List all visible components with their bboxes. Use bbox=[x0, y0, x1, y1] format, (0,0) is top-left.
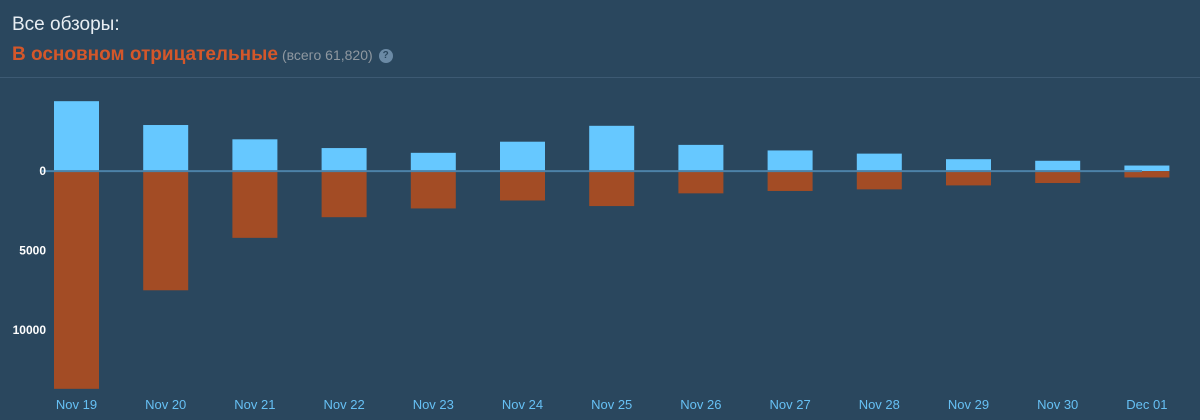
bar-negative-9[interactable] bbox=[856, 171, 902, 190]
x-tick-label: Nov 29 bbox=[948, 397, 989, 412]
y-tick-label: 0 bbox=[39, 164, 46, 178]
help-icon[interactable]: ? bbox=[378, 49, 393, 63]
x-tick-label: Nov 24 bbox=[502, 397, 543, 412]
reviews-heading: Все обзоры: bbox=[12, 14, 120, 35]
x-tick-label: Nov 26 bbox=[680, 397, 721, 412]
bar-negative-5[interactable] bbox=[500, 171, 545, 201]
y-tick-label: 10000 bbox=[13, 323, 47, 337]
total-reviews-count: (всего 61,820) bbox=[281, 47, 373, 63]
x-tick-label: Nov 23 bbox=[413, 397, 454, 412]
bar-positive-12[interactable] bbox=[1124, 165, 1170, 172]
x-tick-label: Dec 01 bbox=[1126, 397, 1167, 412]
overall-rating-label[interactable]: В основном отрицательные bbox=[12, 44, 278, 65]
y-tick-label: 5000 bbox=[19, 244, 46, 258]
bar-positive-3[interactable] bbox=[321, 148, 367, 172]
x-tick-label: Nov 21 bbox=[234, 397, 275, 412]
bar-negative-2[interactable] bbox=[232, 171, 278, 238]
bar-negative-1[interactable] bbox=[143, 171, 189, 291]
bar-negative-10[interactable] bbox=[946, 171, 991, 186]
y-axis: 0 5000 10000 bbox=[13, 164, 47, 337]
bar-negative-11[interactable] bbox=[1035, 171, 1081, 184]
bar-negative-12[interactable] bbox=[1124, 171, 1170, 178]
bar-negative-8[interactable] bbox=[767, 171, 813, 191]
review-summary: Все обзоры: В основном отрицательные (все… bbox=[12, 14, 393, 67]
bar-positive-6[interactable] bbox=[589, 125, 635, 172]
x-tick-label: Nov 27 bbox=[769, 397, 810, 412]
bar-positive-2[interactable] bbox=[232, 139, 278, 172]
header-divider bbox=[0, 77, 1200, 78]
bar-positive-5[interactable] bbox=[500, 141, 545, 172]
x-tick-label: Nov 20 bbox=[145, 397, 186, 412]
bar-negative-7[interactable] bbox=[678, 171, 724, 194]
x-tick-label: Nov 25 bbox=[591, 397, 632, 412]
x-axis: Nov 19 Nov 20 Nov 21 Nov 22 Nov 23 Nov 24 Nov … bbox=[56, 397, 1168, 412]
x-tick-label: Nov 19 bbox=[56, 397, 97, 412]
bar-positive-1[interactable] bbox=[143, 125, 189, 172]
bar-positive-4[interactable] bbox=[410, 152, 456, 172]
bar-negative-3[interactable] bbox=[321, 171, 367, 218]
bar-positive-8[interactable] bbox=[767, 150, 813, 172]
bar-negative-6[interactable] bbox=[589, 171, 635, 207]
x-tick-label: Nov 30 bbox=[1037, 397, 1078, 412]
bar-positive-11[interactable] bbox=[1035, 160, 1081, 172]
bars-layer bbox=[54, 101, 1170, 389]
x-tick-label: Nov 22 bbox=[323, 397, 364, 412]
bar-negative-4[interactable] bbox=[410, 171, 456, 209]
rating-line: В основном отрицательные (всего 61,820)? bbox=[12, 44, 393, 67]
bar-positive-9[interactable] bbox=[856, 153, 902, 172]
bar-positive-10[interactable] bbox=[946, 159, 991, 172]
bar-negative-0[interactable] bbox=[54, 171, 99, 389]
x-tick-label: Nov 28 bbox=[859, 397, 900, 412]
bar-positive-7[interactable] bbox=[678, 144, 724, 172]
bar-positive-0[interactable] bbox=[54, 101, 99, 172]
